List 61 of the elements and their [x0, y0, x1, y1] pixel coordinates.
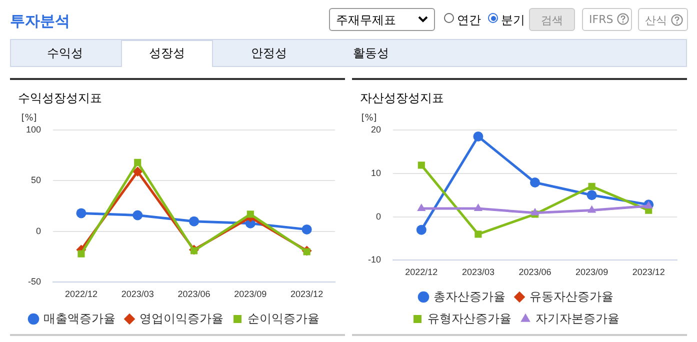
- y-tick-label: 0: [376, 211, 382, 222]
- point: [303, 248, 310, 256]
- legend-label: 영업이익증가율: [140, 311, 224, 326]
- y-tick-label: 20: [370, 124, 382, 134]
- point: [474, 204, 483, 212]
- point: [132, 210, 143, 220]
- point: [134, 158, 142, 166]
- y-tick-label: 10: [370, 168, 382, 178]
- point: [588, 182, 596, 190]
- point: [587, 205, 596, 213]
- point: [189, 216, 200, 226]
- point: [416, 224, 426, 235]
- x-tick-label: 2023/03: [462, 267, 494, 278]
- legend-label: 자기자본증가율: [536, 311, 620, 326]
- point: [530, 208, 540, 216]
- y-tick-label: 0: [36, 226, 42, 236]
- point: [190, 247, 198, 254]
- text: 투자분석: [10, 12, 70, 31]
- point: [246, 210, 254, 218]
- legend-label: 매출액증가율: [44, 311, 116, 326]
- y-axis-title: [%]: [21, 113, 37, 124]
- text: 분기: [501, 12, 525, 29]
- text: 수익성: [46, 45, 84, 62]
- dropdown: 주재무제표: [329, 8, 435, 31]
- y-tick-label: 50: [31, 175, 42, 186]
- point: [417, 204, 426, 212]
- x-tick-label: 2023/03: [121, 289, 154, 300]
- x-tick-label: 2023/09: [576, 267, 608, 278]
- text: 활동성: [352, 45, 390, 62]
- point: [76, 208, 86, 218]
- text: IFRS: [589, 13, 614, 26]
- point: [530, 178, 540, 188]
- point: [132, 166, 143, 177]
- x-tick-label: 2022/12: [64, 289, 98, 300]
- point: [586, 190, 597, 200]
- x-tick-label: 2023/06: [518, 267, 552, 278]
- y-tick-label: -50: [28, 276, 42, 287]
- x-tick-label: 2023/09: [234, 289, 267, 300]
- text: 성장성: [148, 45, 186, 62]
- x-tick-label: 2023/12: [290, 289, 324, 300]
- text: 산식: [645, 14, 667, 27]
- point: [473, 132, 484, 142]
- x-tick-label: 2022/12: [405, 267, 438, 278]
- legend-label: 총자산증가율: [434, 289, 506, 304]
- chart-title: 자산성장성지표: [360, 90, 444, 107]
- point: [302, 224, 312, 234]
- x-tick-label: 2023/12: [632, 267, 665, 278]
- legend-label: 유형자산증가율: [428, 311, 512, 326]
- point: [474, 230, 482, 238]
- text: 안정성: [250, 45, 288, 62]
- legend-label: 순이익증가율: [248, 311, 320, 326]
- text: 검색: [529, 8, 575, 31]
- y-tick-label: -10: [368, 254, 382, 265]
- legend-label: 유동자산증가율: [530, 289, 614, 304]
- y-tick-label: 100: [26, 124, 42, 134]
- point: [78, 250, 85, 258]
- text: 연간: [457, 12, 481, 29]
- x-tick-label: 2023/06: [178, 289, 210, 300]
- point: [418, 162, 425, 169]
- y-axis-title: [%]: [361, 113, 377, 124]
- chart-title: 수익성장성지표: [18, 90, 102, 107]
